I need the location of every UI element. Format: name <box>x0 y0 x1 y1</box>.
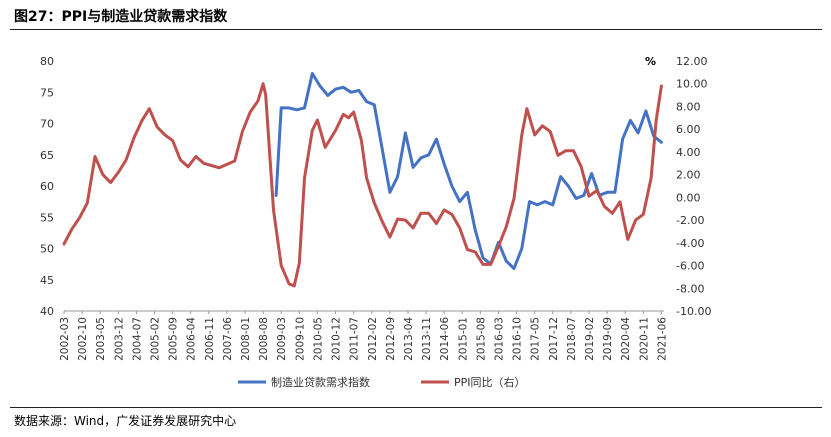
y-right-tick-label: 12.00 <box>676 55 708 68</box>
y-right-tick-label: 2.00 <box>676 169 701 182</box>
x-tick-label: 2002-03 <box>59 317 71 361</box>
x-tick-label: 2012-09 <box>385 317 397 361</box>
chart-legend: 制造业贷款需求指数 PPI同比（右） <box>238 375 526 389</box>
x-tick-label: 2020-04 <box>620 317 632 361</box>
chart: 40 45 50 55 60 65 70 75 80 -10.00 -8.00 -6.00 -4.00 -… <box>40 55 711 389</box>
x-tick-label: 2010-05 <box>312 317 324 361</box>
y-left-tick-label: 40 <box>40 305 54 318</box>
x-tick-label: 2020-11 <box>638 317 650 361</box>
y-right-tick-label: -10.00 <box>676 305 711 318</box>
x-tick-label: 2003-12 <box>113 317 125 361</box>
x-tick-label: 2014-06 <box>439 317 451 361</box>
x-tick-label: 2015-01 <box>457 317 469 361</box>
y-left-tick-label: 80 <box>40 55 54 68</box>
x-tick-label: 2019-02 <box>584 317 596 361</box>
x-tick-label: 2018-07 <box>566 317 578 361</box>
title-rule <box>10 29 822 30</box>
y-right-tick-label: -4.00 <box>676 237 704 250</box>
x-tick-label: 2009-10 <box>294 317 306 361</box>
y-right-tick-label: 8.00 <box>676 100 701 113</box>
x-tick-label: 2006-04 <box>186 317 198 361</box>
y-left-tick-label: 50 <box>40 243 54 256</box>
x-tick-label: 2003-05 <box>95 317 107 361</box>
x-tick-label: 2012-02 <box>367 317 379 361</box>
y-left-tick-label: 55 <box>40 211 54 224</box>
x-tick-label: 2017-12 <box>548 317 560 361</box>
y-left-tick-label: 45 <box>40 274 54 287</box>
x-tick-label: 2016-10 <box>512 317 524 361</box>
x-tick-label: 2013-11 <box>421 317 433 361</box>
x-tick-label: 2013-04 <box>403 317 415 361</box>
series-line-ppi <box>62 82 663 288</box>
source-rule <box>10 407 822 408</box>
y-right-tick-label: 4.00 <box>676 146 701 159</box>
y-left-tick-label: 70 <box>40 118 54 131</box>
y-left-tick-label: 75 <box>40 86 54 99</box>
x-tick-label: 2021-06 <box>656 317 668 361</box>
chart-series <box>62 72 663 288</box>
y-right-tick-label: 6.00 <box>676 123 701 136</box>
x-tick-label: 2002-10 <box>77 317 89 361</box>
x-tick-label: 2011-07 <box>349 317 361 361</box>
x-tick-label: 2016-03 <box>493 317 505 361</box>
x-tick-label: 2008-08 <box>258 317 270 361</box>
x-tick-label: 2005-09 <box>168 317 180 361</box>
x-tick-label: 2005-02 <box>150 317 162 361</box>
y-right-tick-label: 10.00 <box>676 78 708 91</box>
chart-axes: 40 45 50 55 60 65 70 75 80 -10.00 -8.00 -6.00 -4.00 -… <box>40 55 711 361</box>
x-tick-label: 2015-08 <box>475 317 487 361</box>
x-tick-label: 2010-12 <box>331 317 343 361</box>
y-left-tick-label: 60 <box>40 180 54 193</box>
y-right-unit-label: % <box>645 55 656 68</box>
y-right-tick-label: -8.00 <box>676 282 704 295</box>
x-tick-label: 2017-05 <box>530 317 542 361</box>
y-right-tick-label: -2.00 <box>676 214 704 227</box>
figure-title: 图27：PPI与制造业贷款需求指数 <box>14 9 228 25</box>
x-tick-label: 2019-09 <box>602 317 614 361</box>
y-right-tick-label: -6.00 <box>676 260 704 273</box>
x-tick-label: 2004-07 <box>131 317 143 361</box>
x-tick-label: 2009-03 <box>276 317 288 361</box>
legend-label: 制造业贷款需求指数 <box>271 375 370 389</box>
x-tick-label: 2007-06 <box>222 317 234 361</box>
y-left-tick-label: 65 <box>40 149 54 162</box>
x-tick-label: 2006-11 <box>204 317 216 361</box>
source-note: 数据来源：Wind，广发证券发展研究中心 <box>14 414 237 428</box>
legend-label: PPI同比（右） <box>454 375 526 389</box>
series-line-loan-demand <box>274 72 663 270</box>
y-right-tick-label: 0.00 <box>676 191 701 204</box>
x-tick-label: 2008-01 <box>240 317 252 361</box>
